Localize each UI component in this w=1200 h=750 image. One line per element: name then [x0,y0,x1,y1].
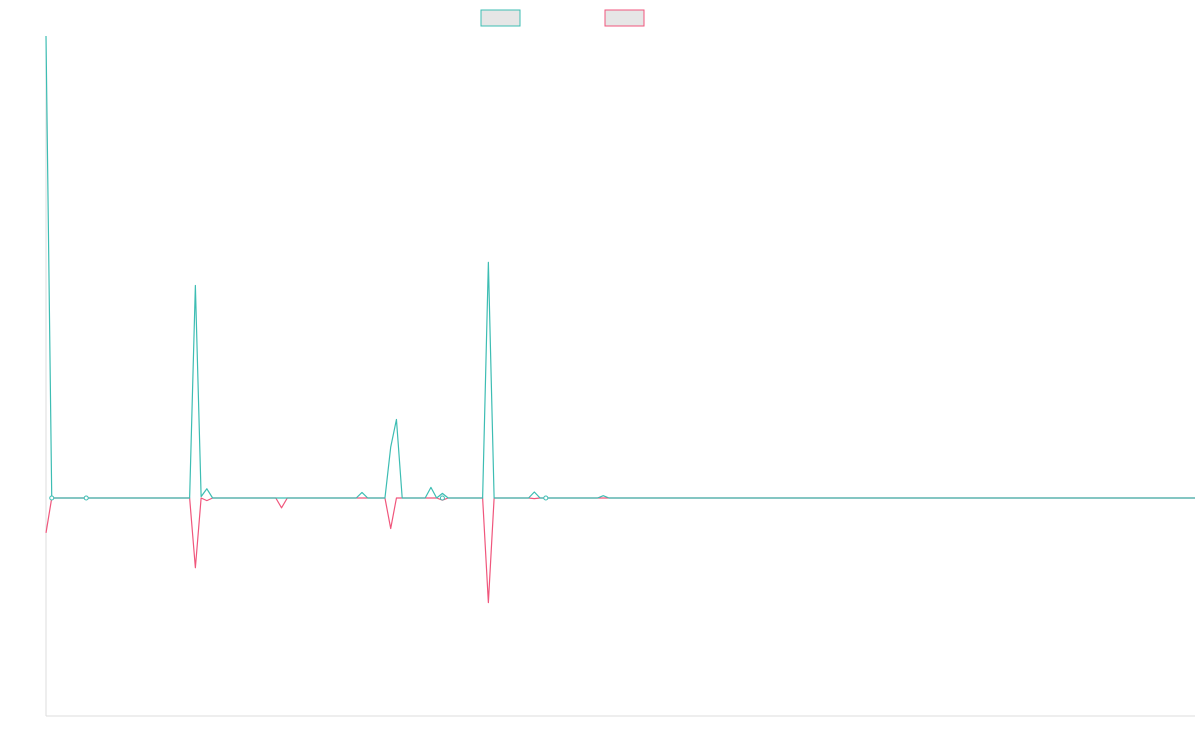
data-point-1 [49,495,55,501]
data-point-4 [543,495,549,501]
series-line-1 [45,35,1195,499]
legend-swatch-1 [480,9,521,27]
data-point-2 [83,495,89,501]
data-point-3 [439,495,445,501]
legend-swatch-2 [604,9,645,27]
series-line-2 [45,497,1195,604]
